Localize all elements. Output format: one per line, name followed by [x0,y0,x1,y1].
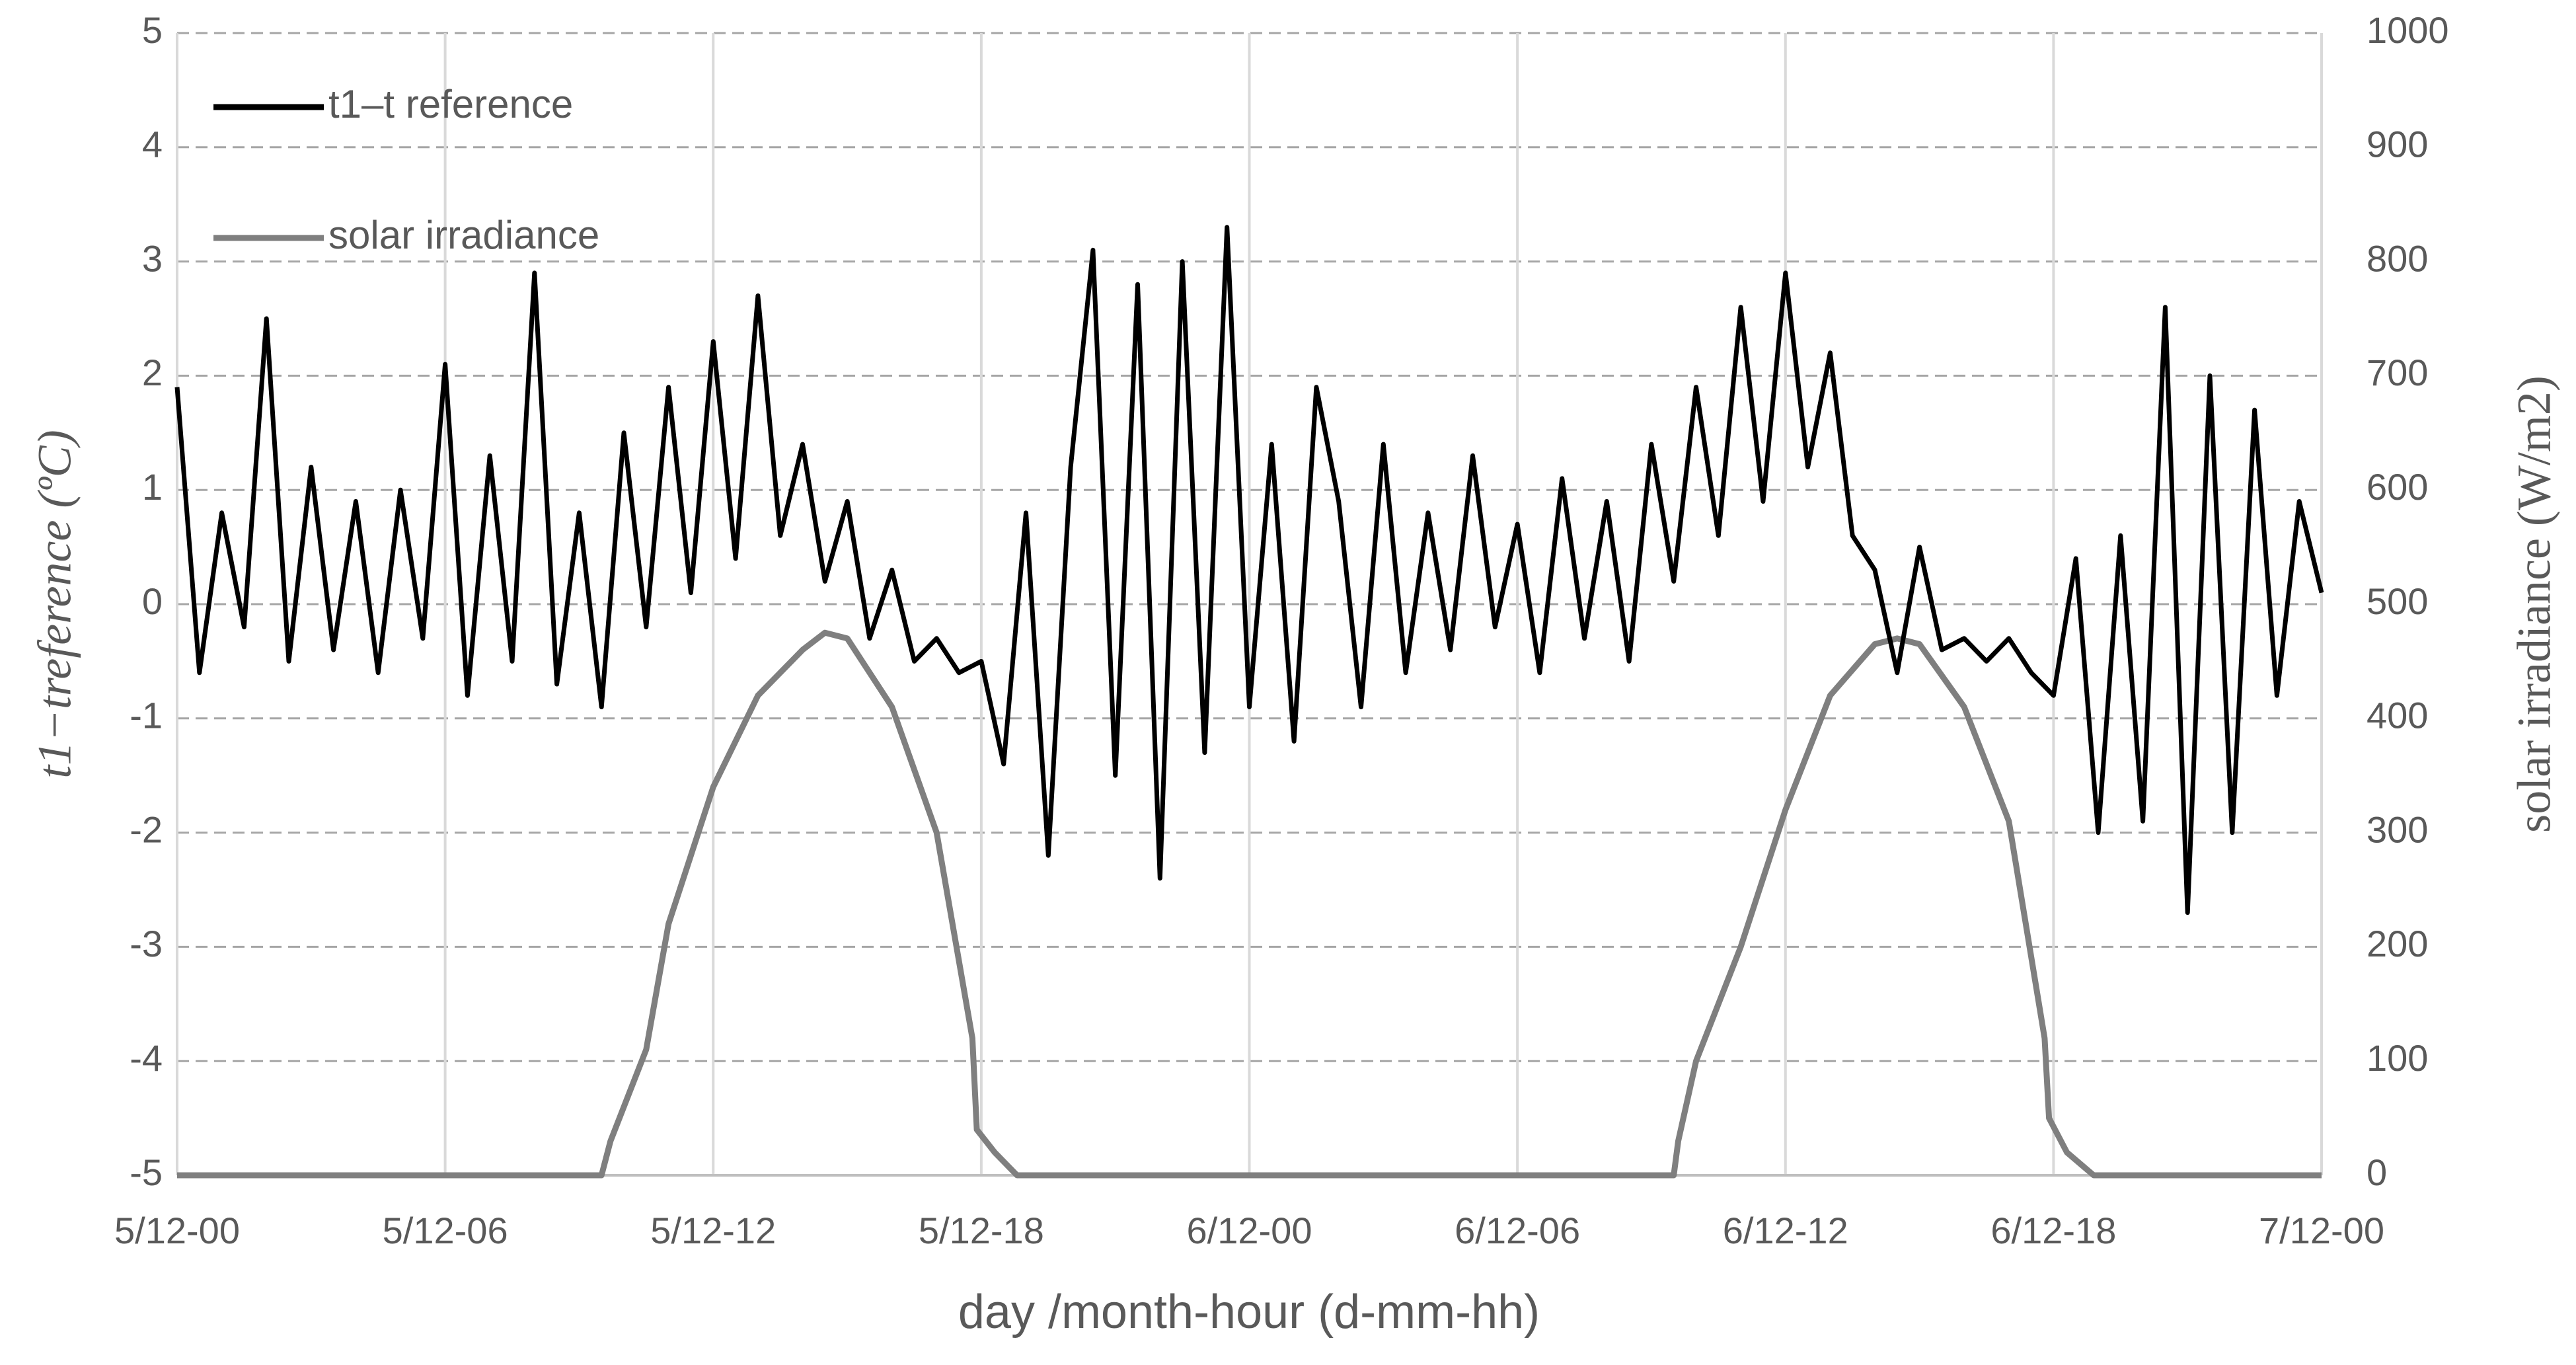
y-tick-label: 5 [142,9,163,51]
x-tick-label: 6/12-00 [1187,1210,1312,1251]
y-axis-title: t1−treference (ºC) [28,430,81,778]
x-tick-label: 6/12-18 [1990,1210,2116,1251]
y2-tick-label: 300 [2367,808,2428,850]
x-axis-title: day /month-hour (d-mm-hh) [958,1286,1540,1339]
x-tick-label: 5/12-12 [650,1210,776,1251]
y2-tick-label: 800 [2367,237,2428,279]
y-tick-label: 0 [142,580,163,622]
y-tick-label: -2 [130,808,163,850]
y2-tick-label: 400 [2367,695,2428,736]
y-tick-label: -3 [130,923,163,964]
y2-tick-label: 1000 [2367,9,2449,51]
y-tick-label: -4 [130,1037,163,1079]
series-line [174,225,2324,916]
x-tick-label: 6/12-06 [1455,1210,1580,1251]
legend-label: t1–t reference [328,82,573,126]
y2-tick-label: 0 [2367,1151,2387,1193]
y-tick-label: 4 [142,124,163,165]
x-tick-label: 5/12-00 [114,1210,240,1251]
y2-tick-label: 200 [2367,923,2428,964]
y2-tick-label: 100 [2367,1037,2428,1079]
legend-label: solar irradiance [328,213,599,257]
x-tick-label: 7/12-00 [2259,1210,2384,1251]
x-tick-label: 5/12-06 [383,1210,508,1251]
y2-tick-label: 600 [2367,466,2428,508]
y2-axis-title: solar irradiance (W/m2) [2508,375,2561,833]
y-tick-label: -1 [130,695,163,736]
x-tick-label: 5/12-18 [919,1210,1044,1251]
y-tick-label: 3 [142,237,163,279]
x-tick-label: 6/12-12 [1723,1210,1848,1251]
y-tick-label: 2 [142,352,163,393]
y2-tick-label: 500 [2367,580,2428,622]
y-tick-label: -5 [130,1151,163,1193]
series-line [177,629,2322,1179]
y2-tick-label: 900 [2367,124,2428,165]
y2-tick-label: 700 [2367,352,2428,393]
y-tick-label: 1 [142,466,163,508]
